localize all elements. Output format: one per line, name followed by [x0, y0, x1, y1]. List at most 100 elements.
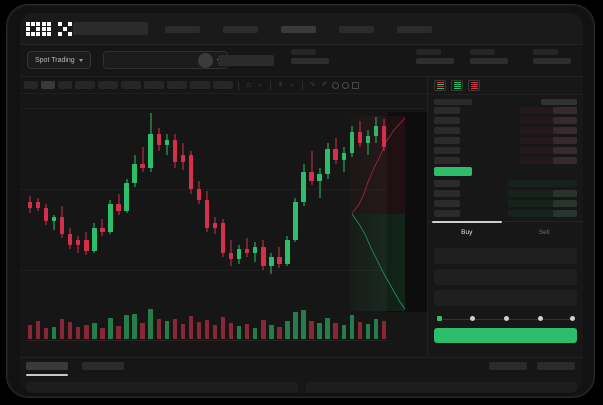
- orderbook-row[interactable]: [434, 117, 577, 124]
- pencil-icon[interactable]: ✐: [321, 80, 328, 88]
- slider-step-1[interactable]: [470, 316, 475, 321]
- okx-logo[interactable]: [26, 22, 72, 36]
- order-amount-field[interactable]: [434, 269, 577, 285]
- volume-bar: [156, 318, 161, 339]
- chevron-down-icon[interactable]: ⌄: [289, 80, 296, 88]
- volume-bar: [277, 326, 282, 339]
- slider-step-2[interactable]: [504, 316, 509, 321]
- orderbook-bids-icon[interactable]: [451, 80, 463, 91]
- order-amount-slider[interactable]: [436, 315, 575, 323]
- tab-buy[interactable]: Buy: [461, 229, 473, 236]
- action-button-1[interactable]: [537, 362, 575, 370]
- volume-bar: [124, 315, 129, 339]
- chart-canvas[interactable]: [20, 94, 427, 357]
- volume-bar: [43, 328, 49, 339]
- volume-bar: [92, 323, 97, 339]
- orderbook-row[interactable]: [434, 127, 577, 134]
- volume-bar: [212, 325, 218, 339]
- candle: [373, 100, 379, 285]
- volume-series: [26, 305, 387, 339]
- pair-name: [218, 55, 274, 66]
- tab-order-history[interactable]: [82, 362, 124, 370]
- nav-item-1[interactable]: [223, 26, 258, 33]
- orderbook-both-icon[interactable]: [434, 80, 446, 91]
- timeframe-6[interactable]: [144, 81, 164, 89]
- orderbook-row[interactable]: [434, 200, 577, 207]
- device-frame: Spot Trading: [6, 4, 595, 398]
- orderbook-row[interactable]: [434, 147, 577, 154]
- slider-handle[interactable]: [436, 315, 443, 322]
- chart-type-icon[interactable]: ‖: [279, 80, 282, 88]
- volume-bar: [253, 327, 258, 339]
- magnet-icon[interactable]: [332, 81, 339, 89]
- volume-bar: [196, 322, 202, 339]
- nav-item-4[interactable]: [397, 26, 432, 33]
- orderbook-row[interactable]: [434, 180, 577, 187]
- orders-card-1[interactable]: [305, 382, 577, 393]
- order-price-field[interactable]: [434, 248, 577, 264]
- candle: [51, 100, 57, 285]
- orderbook-row[interactable]: [434, 210, 577, 217]
- header-nav: [165, 26, 432, 33]
- toolbar-divider: [270, 80, 271, 90]
- orderbook-row[interactable]: [434, 157, 577, 164]
- timeframe-1[interactable]: [41, 81, 55, 89]
- volume-bar: [27, 325, 33, 339]
- order-form-tabs: Buy Sell: [428, 221, 583, 243]
- volume-bar: [108, 317, 113, 339]
- timeframe-5[interactable]: [121, 81, 141, 89]
- timeframe-4[interactable]: [98, 81, 118, 89]
- order-total-field[interactable]: [434, 290, 577, 306]
- timeframe-9[interactable]: [213, 81, 233, 89]
- search-input[interactable]: [73, 22, 148, 35]
- stat-block-3: [533, 49, 571, 64]
- candle: [204, 100, 210, 285]
- candle: [220, 100, 226, 285]
- slider-step-3[interactable]: [538, 316, 543, 321]
- candle: [269, 100, 274, 285]
- volume-bar: [148, 309, 153, 339]
- volume-bar: [100, 327, 105, 339]
- timeframe-3[interactable]: [75, 81, 95, 89]
- tab-open-orders[interactable]: [26, 362, 68, 370]
- orderbook-row[interactable]: [434, 107, 577, 114]
- candle: [108, 100, 113, 285]
- timeframe-0[interactable]: [24, 81, 38, 89]
- volume-bar: [236, 325, 242, 339]
- action-button-0[interactable]: [489, 362, 527, 370]
- timeframe-7[interactable]: [167, 81, 187, 89]
- orders-card-0[interactable]: [26, 382, 298, 393]
- volume-bar: [365, 323, 371, 339]
- candle: [68, 100, 73, 285]
- ask-depth-area: [350, 116, 405, 214]
- active-tab-indicator: [26, 374, 68, 376]
- volume-bar: [293, 311, 298, 339]
- last-price-badge: [434, 167, 472, 176]
- candle: [148, 100, 153, 285]
- slider-step-4[interactable]: [570, 316, 575, 321]
- chevron-down-icon[interactable]: ⌄: [257, 80, 264, 88]
- orderbook-row[interactable]: [434, 190, 577, 197]
- line-tool-icon[interactable]: ∿: [309, 80, 316, 88]
- fullscreen-icon[interactable]: [352, 81, 359, 89]
- nav-item-3[interactable]: [339, 26, 374, 33]
- candle: [245, 100, 250, 285]
- nav-item-0[interactable]: [165, 26, 200, 33]
- volume-bar: [269, 325, 274, 339]
- settings-icon[interactable]: [342, 81, 349, 89]
- orderbook-asks-icon[interactable]: [468, 80, 480, 91]
- depth-lines: [351, 117, 405, 310]
- nav-item-2[interactable]: [281, 26, 316, 33]
- stat-block-0: [291, 49, 329, 64]
- candle: [27, 100, 33, 285]
- trading-mode-selector[interactable]: Spot Trading: [27, 51, 91, 69]
- timeframe-8[interactable]: [190, 81, 210, 89]
- indicators-icon[interactable]: △: [246, 80, 251, 88]
- trading-sidebar: Buy Sell: [428, 77, 583, 357]
- orderbook-row[interactable]: [434, 137, 577, 144]
- candle: [35, 100, 41, 285]
- tab-sell[interactable]: Sell: [538, 229, 550, 236]
- timeframe-2[interactable]: [58, 81, 72, 89]
- time-axis: [26, 340, 387, 341]
- submit-buy-button[interactable]: [434, 328, 577, 343]
